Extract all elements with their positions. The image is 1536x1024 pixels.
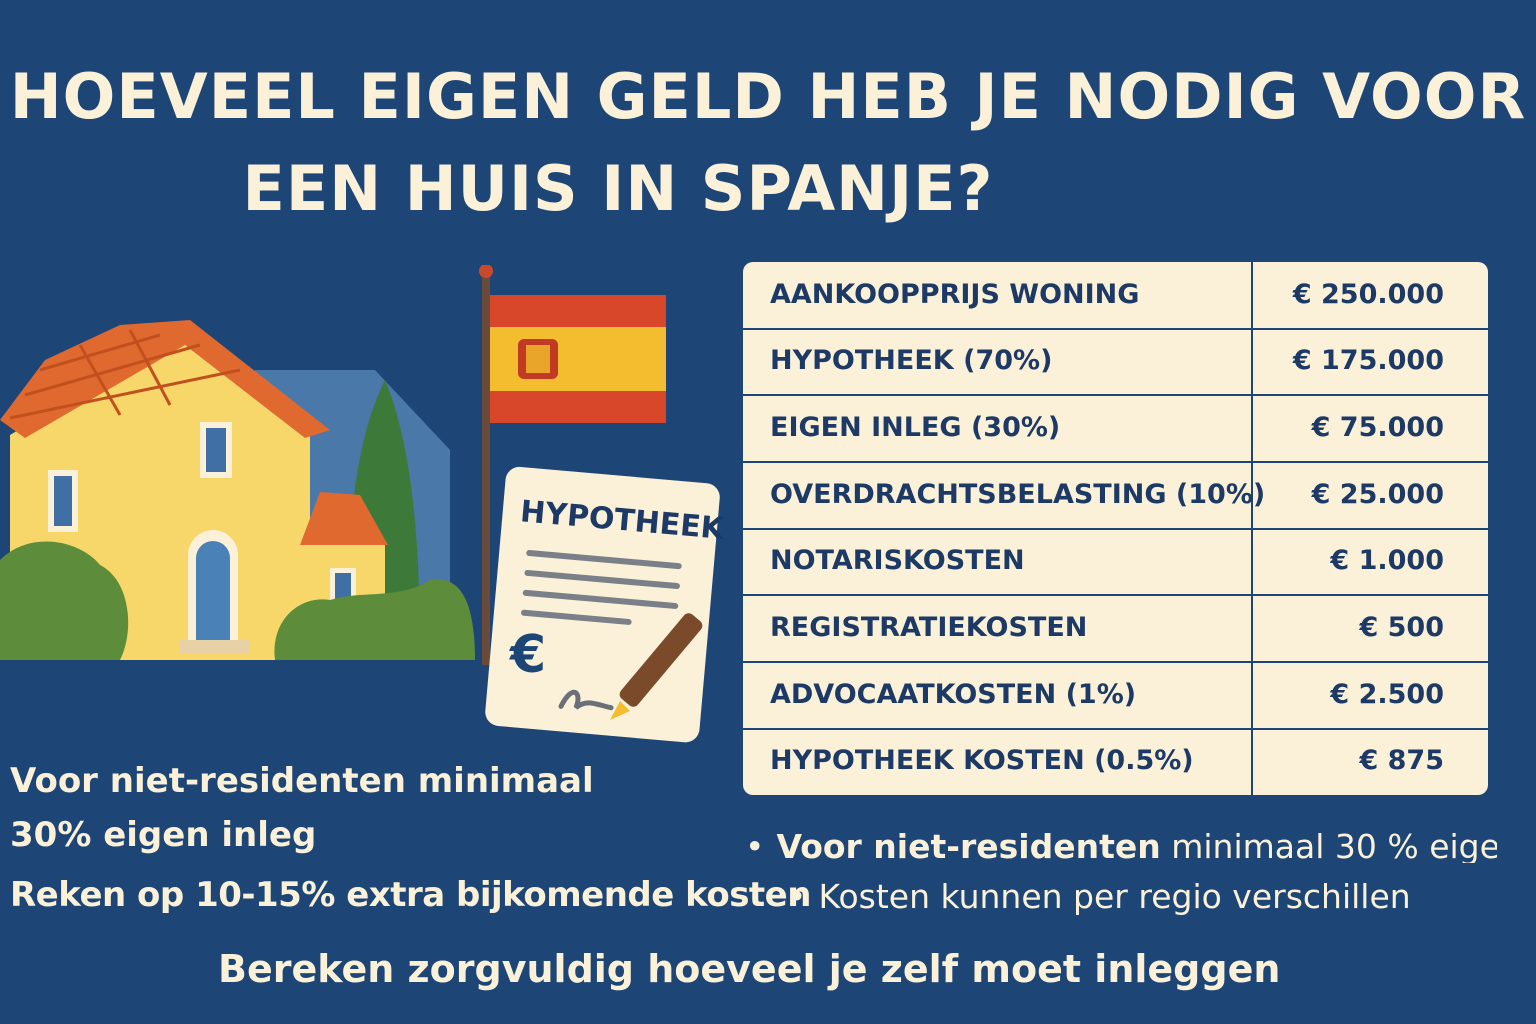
row-value: € 250.000 — [1292, 279, 1444, 310]
note-line-2: 30% eigen inleg — [10, 815, 317, 855]
row-value: € 75.000 — [1311, 412, 1444, 443]
bullet-text: minimaal 30 % eigen inl — [1171, 830, 1497, 863]
house-illustration — [0, 320, 475, 660]
row-label: OVERDRACHTSBELASTING (10%) — [770, 479, 1266, 510]
table-row: ADVOCAATKOSTEN (1%) € 2.500 — [743, 662, 1488, 730]
footer-note: Bereken zorgvuldig hoeveel je zelf moet … — [218, 947, 1281, 991]
row-value: € 500 — [1359, 612, 1444, 643]
table-row: HYPOTHEEK (70%) € 175.000 — [743, 328, 1488, 396]
costs-table: AANKOOPPRIJS WONING € 250.000 HYPOTHEEK … — [743, 262, 1488, 795]
row-value: € 175.000 — [1292, 345, 1444, 376]
title-line-2: EEN HUIS IN SPANJE? — [242, 152, 994, 225]
table-row: REGISTRATIEKOSTEN € 500 — [743, 595, 1488, 663]
spain-flag — [479, 265, 666, 665]
bullet-bold: Voor niet-residenten — [776, 830, 1161, 863]
row-label: HYPOTHEEK (70%) — [770, 345, 1053, 376]
table-row: AANKOOPPRIJS WONING € 250.000 — [743, 262, 1488, 330]
table-row: HYPOTHEEK KOSTEN (0.5%) € 875 — [743, 728, 1488, 794]
table-row: EIGEN INLEG (30%) € 75.000 — [743, 395, 1488, 463]
row-value: € 25.000 — [1311, 479, 1444, 510]
bullet-text: Kosten kunnen per regio verschillen — [818, 877, 1411, 916]
title-line-1: HOEVEEL EIGEN GELD HEB JE NODIG VOOR — [9, 60, 1527, 133]
row-label: ADVOCAATKOSTEN (1%) — [770, 679, 1137, 710]
euro-icon: € — [510, 625, 547, 685]
table-row: OVERDRACHTSBELASTING (10%) € 25.000 — [743, 462, 1488, 530]
mortgage-document: HYPOTHEEK € — [470, 455, 745, 755]
row-label: AANKOOPPRIJS WONING — [770, 279, 1140, 310]
table-row: NOTARISKOSTEN € 1.000 — [743, 528, 1488, 596]
row-label: NOTARISKOSTEN — [770, 545, 1025, 576]
bullet-icon: • — [787, 877, 807, 916]
bullet-icon: • — [745, 830, 765, 863]
note-line-1: Voor niet-residenten minimaal — [10, 761, 594, 801]
row-label: HYPOTHEEK KOSTEN (0.5%) — [770, 745, 1194, 776]
row-label: EIGEN INLEG (30%) — [770, 412, 1061, 443]
row-value: € 2.500 — [1330, 679, 1444, 710]
bullet-item: • Voor niet-residenten minimaal 30 % eige… — [745, 830, 1497, 863]
bullet-item: • Kosten kunnen per regio verschillen — [787, 880, 1411, 913]
row-value: € 1.000 — [1330, 545, 1444, 576]
row-value: € 875 — [1359, 745, 1444, 776]
pen-icon — [610, 613, 703, 720]
note-line-3: Reken op 10-15% extra bijkomende kosten — [10, 875, 811, 915]
row-label: REGISTRATIEKOSTEN — [770, 612, 1088, 643]
